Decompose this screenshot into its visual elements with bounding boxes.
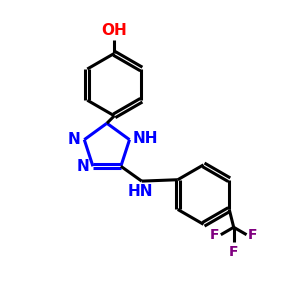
Text: HN: HN <box>128 184 153 199</box>
Text: F: F <box>229 244 238 259</box>
Text: N: N <box>68 132 81 147</box>
Text: N: N <box>76 159 89 174</box>
Text: F: F <box>210 228 219 242</box>
Text: NH: NH <box>133 131 159 146</box>
Text: F: F <box>248 228 258 242</box>
Text: OH: OH <box>101 23 127 38</box>
